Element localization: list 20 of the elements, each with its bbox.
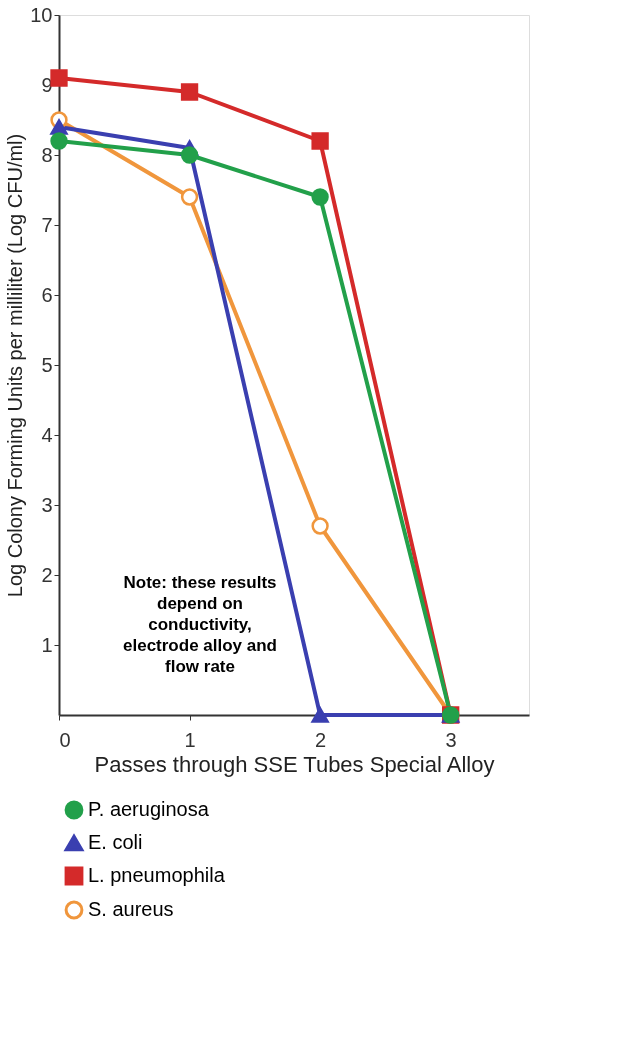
x-tick-label: 0 [59,728,71,751]
x-tick-label: 2 [315,728,327,751]
y-tick-label: 3 [41,493,53,516]
y-tick-label: 8 [41,143,53,166]
x-tick-label: 3 [445,728,457,751]
y-tick-label: 5 [41,353,53,376]
legend-label: L. pneumophila [88,864,226,886]
legend-label: E. coli [88,831,143,853]
x-axis-title: Passes through SSE Tubes Special Alloy [94,751,495,777]
x-tick-label: 1 [184,728,196,751]
y-tick-label: 2 [41,563,53,586]
y-tick-label: 10 [30,3,53,26]
y-tick-label: 6 [41,283,53,306]
y-axis-title: Log Colony Forming Units per milliliter (Log CFU/ml) [4,133,27,598]
legend-label: S. aureus [88,898,174,920]
y-tick-label: 7 [41,213,53,236]
y-tick-label: 1 [41,633,53,656]
annotation: Note: these results depend on conductivity, electrode alloy and flow rate [123,573,277,676]
y-tick-label: 4 [41,423,53,446]
legend-label: P. aeruginosa [88,798,210,820]
